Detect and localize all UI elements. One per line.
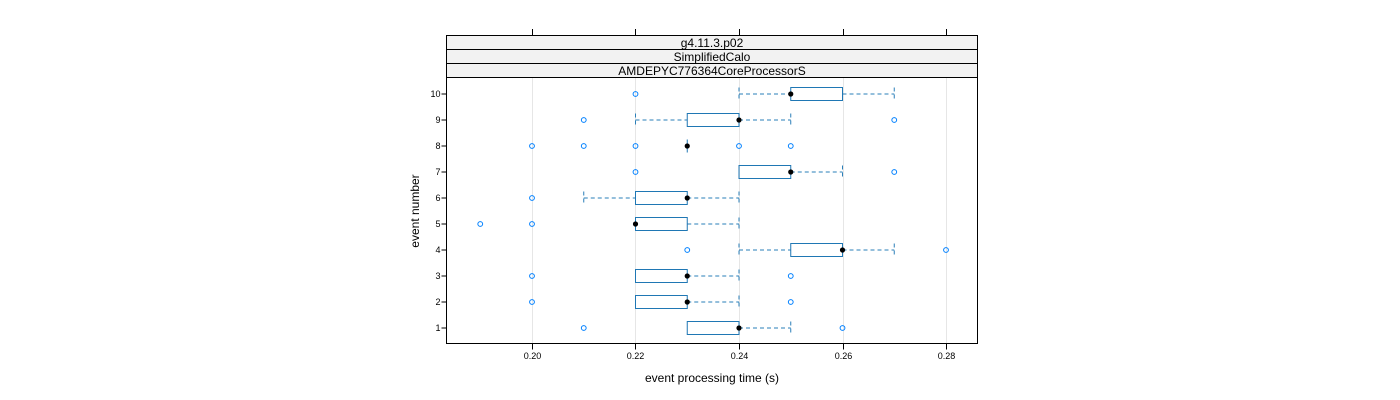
outlier-point [632,91,639,97]
iqr-box [635,295,688,309]
panel-frame [446,77,978,344]
outlier-point [787,299,794,305]
y-tick-label: 10 [430,89,440,99]
y-tick-label: 3 [435,271,440,281]
outlier-point [736,143,742,149]
median-dot [684,195,690,201]
y-tick-label: 5 [435,219,440,229]
outlier-point [580,325,587,331]
strip-label-version: g4.11.3.p02 [681,36,744,50]
median-dot [788,169,794,175]
strip-headers: g4.11.3.p02 SimplifiedCalo AMDEPYC776364… [446,35,978,78]
box-event-3 [529,269,794,283]
outlier-point [529,143,535,149]
y-tick-label: 8 [435,141,440,151]
iqr-box [635,191,688,205]
outlier-point [529,221,535,227]
outlier-point [529,273,535,279]
y-tick-label: 2 [435,297,440,307]
median-dot [788,91,794,97]
box-event-1 [580,321,846,335]
outlier-point [684,247,691,253]
outlier-point [891,117,898,123]
box-event-7 [632,165,898,179]
strip-label-cpu: AMDEPYC776364CoreProcessorS [618,64,805,78]
outlier-point [891,169,898,175]
outlier-point [787,273,794,279]
x-tick-label: 0.26 [835,351,853,361]
y-tick-label: 9 [435,115,440,125]
box-event-10 [632,87,895,101]
iqr-box [635,217,688,231]
outlier-point [787,143,794,149]
y-tick-label: 4 [435,245,440,255]
y-axis-title: event number [408,174,422,247]
box-event-9 [580,113,898,127]
strip-label-app: SimplifiedCalo [674,50,751,64]
box-event-8 [529,139,794,153]
median-dot [684,143,690,149]
y-tick-label: 6 [435,193,440,203]
x-tick-label: 0.24 [731,351,749,361]
iqr-box [635,269,688,283]
outlier-point [839,325,846,331]
box-event-6 [529,191,740,205]
iqr-box [686,113,740,127]
box-event-2 [529,295,794,309]
y-tick-label: 1 [435,323,440,333]
x-tick-label: 0.28 [938,351,956,361]
outlier-point [580,143,587,149]
outlier-point [529,299,535,305]
axes: 0.20 0.22 0.24 0.26 0.28 1 2 3 4 5 6 7 8 9 10 [430,29,955,361]
x-axis-title: event processing time (s) [645,371,779,385]
x-tick-label: 0.20 [524,351,542,361]
median-dot [684,299,690,305]
outlier-point [580,117,587,123]
outlier-point [943,247,949,253]
median-dot [632,221,639,227]
x-tick-label: 0.22 [627,351,645,361]
iqr-box [790,87,843,101]
median-dot [736,325,742,331]
outlier-point [632,169,639,175]
y-tick-label: 7 [435,167,440,177]
outlier-point [632,143,639,149]
iqr-box [738,165,792,179]
median-dot [684,273,690,279]
box-event-5 [477,217,740,231]
iqr-box [790,243,843,257]
outlier-point [477,221,484,227]
box-event-4 [684,243,949,257]
outlier-point [529,195,535,201]
iqr-box [686,321,740,335]
median-dot [736,117,742,123]
box-series [477,87,949,335]
median-dot [839,247,846,253]
